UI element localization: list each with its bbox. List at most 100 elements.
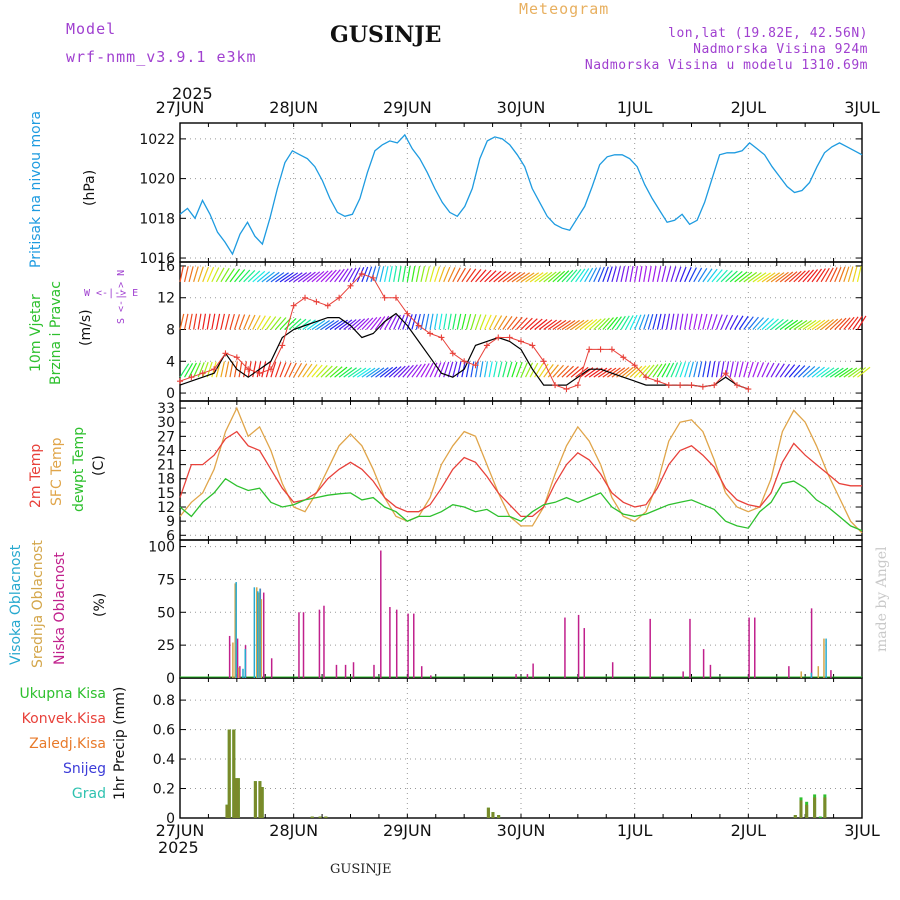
wind-barb (448, 362, 452, 377)
low-cloud-bar (323, 606, 325, 678)
low-cloud-bar (373, 665, 375, 678)
wind-speed-mark (382, 295, 388, 301)
wind-barb (694, 362, 698, 378)
low-cloud-bar (703, 649, 705, 678)
wind-barb (462, 314, 466, 330)
wind-barb (648, 266, 651, 282)
wind-barb (512, 362, 517, 377)
wind-barb (471, 269, 481, 282)
wind-barb (312, 365, 322, 377)
wind-barb (739, 362, 743, 378)
wind-ytick-label: 4 (166, 354, 175, 370)
wind-barb (389, 266, 392, 282)
bottom-date-label: 28JUN (269, 821, 318, 840)
wind-barb (698, 314, 702, 330)
top-date-label: 30JUN (497, 98, 546, 117)
high-cloud-bar (811, 673, 813, 678)
wind-barb (626, 266, 629, 282)
temperature-ytick-label: 30 (157, 415, 175, 431)
wind-barb (476, 270, 487, 282)
wind-speed-mark (313, 299, 319, 305)
wind-barb (657, 266, 660, 282)
wind-barb (516, 362, 522, 377)
wind-barb (712, 314, 717, 329)
top-date-label: 2JUL (731, 98, 767, 117)
pressure-ytick-label: 1022 (139, 132, 175, 148)
wind-barb (198, 267, 203, 282)
wind-barb (262, 316, 271, 329)
wind-barb (480, 361, 483, 377)
wind-barb (730, 361, 733, 377)
low-cloud-bar (430, 675, 432, 678)
precip-ytick-label: 0.2 (153, 782, 175, 798)
wind-barb (653, 314, 657, 329)
wind-barb (403, 266, 406, 282)
wind-barb (457, 314, 460, 330)
wind-barb (439, 314, 442, 330)
wind-barb (703, 314, 707, 329)
wind-barb (589, 268, 596, 282)
wind-speed-mark (745, 386, 751, 392)
conv-precip-bar (799, 800, 802, 818)
wind-barb (662, 363, 670, 377)
wind-barb (235, 314, 240, 329)
low-cloud-bar (527, 674, 529, 678)
wind-barb (680, 314, 683, 330)
wind-barb (548, 365, 558, 377)
wind-barb (666, 314, 669, 330)
wind-barb (262, 362, 266, 378)
wind-barb (621, 266, 624, 282)
temperature-ytick-label: 15 (157, 486, 175, 502)
wind-barb (857, 266, 861, 282)
wind-barb (253, 361, 256, 377)
wind-barb (203, 314, 206, 330)
wind-ytick-label: 8 (166, 323, 175, 339)
conv-precip-bar (497, 815, 500, 818)
wind-barb (853, 266, 857, 281)
wind-barb (703, 269, 712, 282)
wind-barb (430, 266, 434, 281)
wind-barb (207, 314, 210, 330)
wind-barb (203, 267, 209, 282)
wind-barb (539, 364, 548, 377)
cloud-ytick-label: 25 (157, 638, 175, 654)
wind-barb (230, 269, 240, 282)
wind-barb (626, 315, 634, 329)
wind-barb (462, 268, 471, 281)
t2m-line (180, 432, 862, 517)
wind-barb (689, 314, 692, 330)
low-cloud-bar (612, 662, 614, 678)
wind-barb (635, 266, 638, 282)
wind-barb (225, 361, 228, 377)
cloud-ytick-label: 100 (148, 540, 175, 556)
wind-barb (748, 317, 758, 329)
wind-barb (189, 363, 196, 377)
wind-barb (739, 316, 748, 329)
meteogram-chart: 1016101810201022048121669121518212427303… (0, 0, 900, 900)
wind-barb (662, 314, 665, 330)
low-cloud-bar (396, 610, 398, 678)
wind-barb (694, 314, 697, 330)
high-cloud-bar (259, 589, 261, 678)
wind-barb (266, 317, 275, 330)
wind-barb (712, 361, 715, 377)
wind-barb (435, 314, 438, 330)
wind-barb (444, 314, 447, 330)
wind-barb (198, 314, 201, 330)
low-cloud-bar (710, 665, 712, 678)
wind-barb (230, 314, 234, 329)
conv-precip-bar (254, 781, 257, 818)
wind-barb (621, 316, 629, 330)
wind-barb (448, 314, 451, 330)
low-cloud-bar (578, 615, 580, 678)
wind-barb (662, 266, 666, 282)
wind-speed-mark (666, 382, 672, 388)
wind-barb (194, 267, 199, 282)
wind-barb (426, 363, 434, 377)
conv-precip-bar (794, 815, 797, 818)
wind-speed-mark (325, 303, 331, 309)
low-cloud-bar (830, 670, 832, 678)
wind-barb (421, 363, 429, 377)
conv-precip-bar (823, 797, 826, 818)
precip-ytick-label: 0.8 (153, 693, 175, 709)
